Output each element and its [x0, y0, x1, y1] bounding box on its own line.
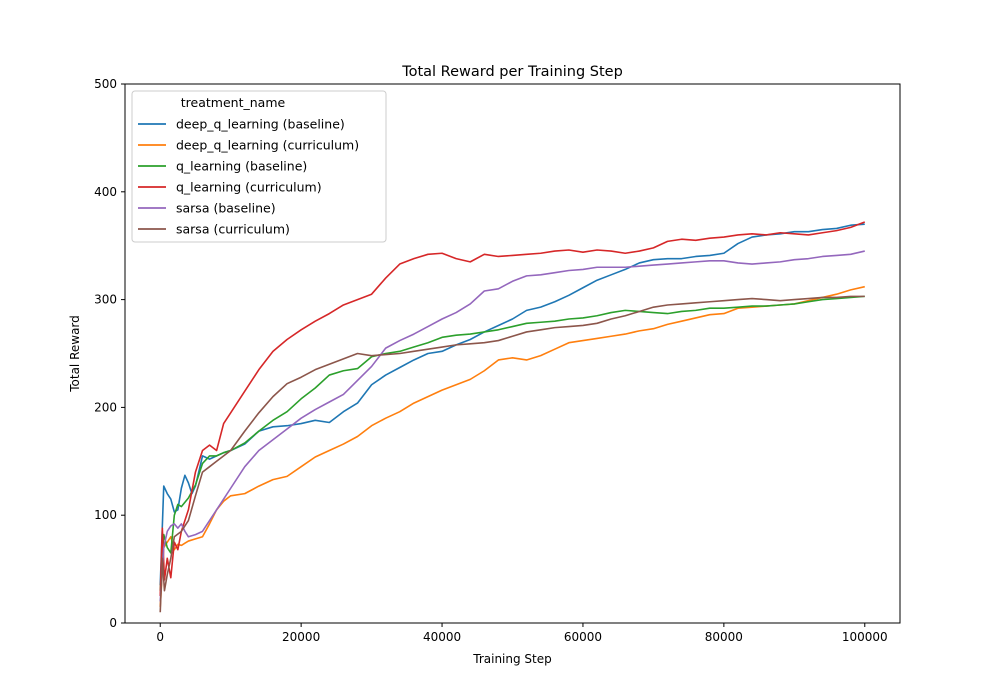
y-tick-label: 300: [94, 293, 117, 307]
x-tick-label: 0: [156, 630, 164, 644]
y-tick-label: 200: [94, 400, 117, 414]
series-line-3: [159, 221, 866, 597]
legend-label-2: q_learning (baseline): [176, 159, 307, 174]
y-tick-label: 0: [109, 616, 117, 630]
series-line-5: [159, 295, 865, 613]
x-axis-label: Training Step: [472, 652, 552, 666]
legend-label-1: deep_q_learning (curriculum): [176, 138, 359, 153]
y-tick-label: 100: [94, 508, 117, 522]
y-tick-label: 500: [94, 77, 117, 91]
series-line-2: [159, 295, 865, 591]
legend-title: treatment_name: [181, 95, 286, 110]
chart-title: Total Reward per Training Step: [401, 64, 623, 80]
y-tick-label: 400: [94, 185, 117, 199]
legend-label-5: sarsa (curriculum): [176, 222, 290, 237]
plot-border: [124, 83, 901, 624]
legend-box: [131, 90, 387, 243]
x-tick-label: 80000: [705, 630, 743, 644]
x-tick-label: 100000: [842, 630, 888, 644]
legend-label-0: deep_q_learning (baseline): [176, 117, 345, 132]
x-tick-label: 20000: [282, 630, 320, 644]
series-lines: [159, 221, 866, 613]
legend: treatment_name deep_q_learning (baseline)…: [131, 90, 387, 243]
legend-label-4: sarsa (baseline): [176, 201, 276, 216]
axes: 0 20000 40000 60000 80000 100000 0 100 200 300 400…: [94, 77, 888, 644]
x-tick-label: 60000: [564, 630, 602, 644]
legend-label-3: q_learning (curriculum): [176, 180, 322, 195]
x-tick-label: 40000: [423, 630, 461, 644]
series-line-4: [159, 250, 865, 602]
y-axis-label: Total Reward: [68, 315, 82, 393]
series-line-1: [159, 285, 865, 607]
